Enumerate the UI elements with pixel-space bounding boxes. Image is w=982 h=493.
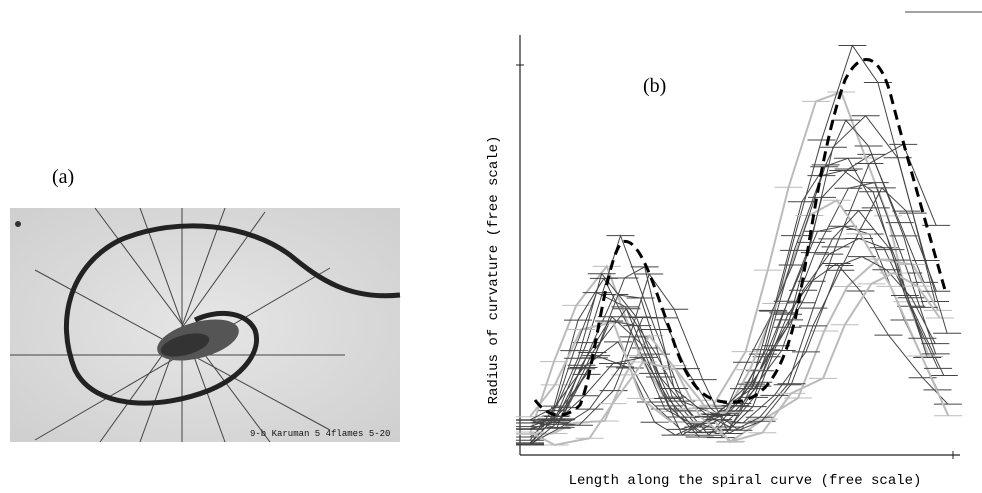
curve: [529, 182, 937, 421]
curve: [529, 90, 930, 434]
curve: [529, 119, 925, 421]
panel-label: (b): [643, 75, 666, 97]
curve: [529, 256, 936, 433]
curve: [529, 114, 948, 446]
plot: [516, 11, 982, 459]
curve: [529, 262, 949, 444]
photo-caption: 9-b Karuman 5 4flames 5-20: [250, 429, 390, 439]
y-axis-label: Radius of curvature (free scale): [486, 136, 502, 405]
curve: [529, 225, 938, 441]
panel-label: (a): [52, 166, 74, 188]
curve: [529, 237, 945, 438]
mean-curve: [533, 58, 947, 417]
curve: [529, 153, 925, 430]
x-axis-label: Length along the spiral curve (free scal…: [569, 473, 922, 489]
curve: [529, 169, 939, 436]
curve: [529, 271, 941, 447]
photo: 9-b Karuman 5 4flames 5-20: [10, 207, 401, 443]
